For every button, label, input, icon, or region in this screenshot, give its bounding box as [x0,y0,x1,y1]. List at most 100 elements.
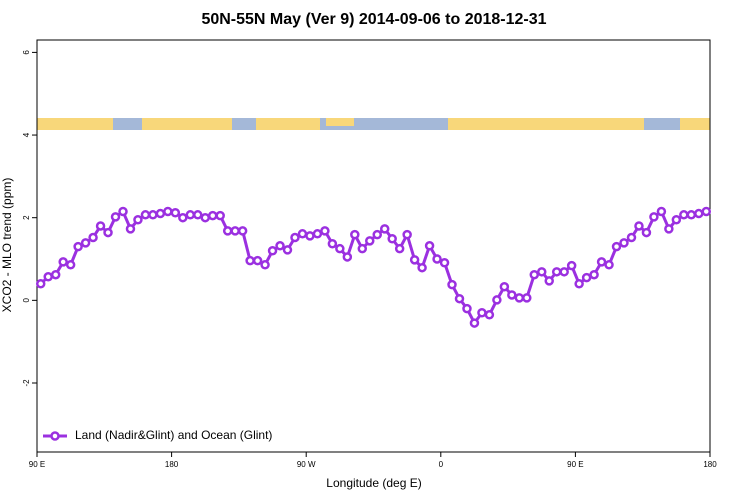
x-tick-label: 180 [165,460,179,469]
point [649,212,659,222]
point [207,210,218,221]
point [260,260,270,270]
x-tick-label: 90 W [297,460,316,469]
x-tick-label: 0 [439,460,444,469]
point [551,267,562,277]
point [544,276,554,286]
point [305,231,315,241]
point [537,267,547,277]
point [462,303,472,314]
point [133,215,143,225]
point [619,238,629,248]
point [342,252,353,262]
point [252,255,263,266]
point [118,206,128,217]
point [402,229,412,240]
point [611,241,622,252]
y-tick-label: 0 [22,298,31,303]
point [185,210,196,220]
point [507,290,517,300]
point [73,241,83,252]
point [499,281,510,292]
point [320,226,330,236]
point [140,210,151,220]
point [297,229,308,239]
plot-frame [36,39,711,453]
point [88,232,98,243]
point [245,255,255,266]
point [686,210,697,220]
legend-label: Land (Nadir&Glint) and Ocean (Glint) [75,428,272,442]
point [163,206,173,217]
point [694,208,704,219]
point [394,243,405,254]
point [290,232,300,243]
point [155,208,166,219]
point [454,293,465,304]
point [365,236,375,246]
point [469,318,480,328]
y-tick-label: 2 [22,215,31,220]
point [327,238,338,249]
point [50,269,61,280]
point [65,260,76,270]
chart-title: 50N-55N May (Ver 9) 2014-09-06 to 2018-1… [201,11,546,28]
point [417,262,427,273]
point [529,269,540,280]
point [671,215,682,225]
point [522,293,532,303]
point [222,226,233,236]
point [604,260,614,270]
point [477,307,487,318]
point [656,206,667,217]
land-ocean-strip [37,118,710,130]
point [701,206,712,217]
point [439,257,450,268]
x-axis-label: Longitude (deg E) [326,476,421,490]
point [335,243,345,254]
y-tick-label: 4 [22,132,31,137]
point [387,234,397,244]
point [589,269,599,280]
point [596,257,607,267]
point [275,241,285,251]
point [379,224,390,234]
point [447,279,457,290]
point [664,224,674,234]
point [409,255,420,265]
point [484,310,495,320]
point [110,212,121,222]
point [641,227,652,238]
point [559,267,569,277]
point [35,279,46,289]
x-tick-label: 90 E [567,460,583,469]
point [679,210,689,220]
point [350,229,360,240]
x-tick-label: 180 [703,460,717,469]
point [230,226,240,236]
y-tick-label: 6 [22,50,31,55]
point [237,226,248,236]
point [432,254,442,264]
point [581,272,592,283]
legend-marker [50,431,60,441]
point [267,246,278,256]
point [215,210,225,221]
point [80,238,91,248]
point [372,229,382,240]
point [492,295,502,305]
point [566,260,577,271]
x-tick-label: 90 E [29,460,45,469]
point [193,210,203,220]
point [282,245,293,255]
point [626,232,637,243]
point [424,241,435,251]
point [148,210,158,220]
y-axis-label: XCO2 - MLO trend (ppm) [0,178,14,313]
point [95,221,106,231]
point [312,229,323,239]
point [43,272,53,282]
point [357,243,368,254]
point [634,221,644,231]
point [170,207,181,218]
